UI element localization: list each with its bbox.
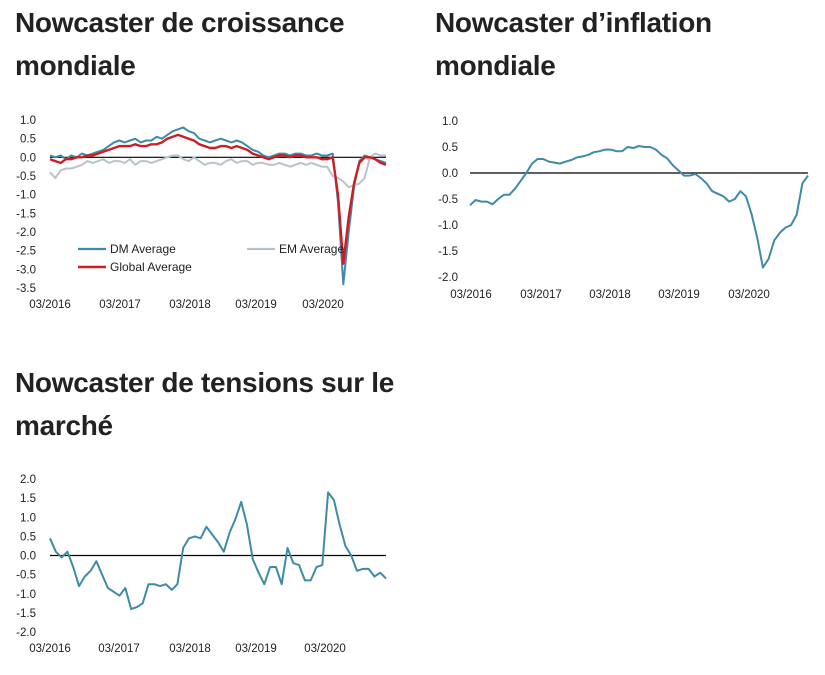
growth-legend-label: EM Average — [279, 242, 344, 256]
inflation-x-tick-label: 03/2017 — [520, 289, 562, 301]
inflation-y-tick-label: -0.5 — [438, 194, 458, 206]
growth-x-tick-label: 03/2018 — [169, 299, 211, 311]
growth-y-tick-label: -2.0 — [16, 227, 36, 239]
inflation-panel: Nowcaster d’inflation mondiale — [435, 1, 765, 87]
growth-x-tick-label: 03/2016 — [29, 299, 71, 311]
stress-x-tick-label: 03/2016 — [29, 643, 71, 655]
growth-series-line-dm-average — [49, 126, 387, 286]
stress-x-tick-label: 03/2018 — [169, 643, 211, 655]
stress-x-tick-label: 03/2017 — [98, 643, 140, 655]
inflation-x-tick-label: 03/2016 — [450, 289, 492, 301]
stress-y-tick-label: 1.5 — [20, 493, 36, 505]
inflation-y-tick-label: 1.0 — [442, 116, 458, 128]
inflation-y-tick-label: -1.5 — [438, 246, 458, 258]
growth-x-tick-label: 03/2019 — [235, 299, 277, 311]
stress-y-tick-label: 0.0 — [20, 551, 36, 563]
inflation-y-tick-label: 0.0 — [442, 168, 458, 180]
growth-y-tick-label: -3.0 — [16, 264, 36, 276]
inflation-y-tick-label: -2.0 — [438, 272, 458, 284]
growth-y-tick-label: -0.5 — [16, 171, 36, 183]
growth-y-tick-label: -1.5 — [16, 208, 36, 220]
growth-series-line-em-average — [49, 152, 386, 189]
growth-x-tick-label: 03/2017 — [99, 299, 141, 311]
stress-y-tick-label: 2.0 — [20, 474, 36, 486]
growth-series-line-global-average — [49, 133, 387, 265]
stress-x-tick-label: 03/2020 — [304, 643, 346, 655]
stress-title: Nowcaster de tensions sur le marché — [15, 367, 395, 441]
stress-y-tick-label: 0.5 — [20, 531, 36, 543]
inflation-x-tick-label: 03/2018 — [589, 289, 631, 301]
growth-y-tick-label: 1.0 — [20, 115, 36, 127]
growth-y-tick-label: -1.0 — [16, 190, 36, 202]
inflation-title: Nowcaster d’inflation mondiale — [435, 7, 712, 81]
inflation-x-tick-label: 03/2020 — [728, 289, 770, 301]
stress-panel: Nowcaster de tensions sur le marché — [15, 361, 415, 447]
stress-y-tick-label: -1.5 — [16, 608, 36, 620]
stress-y-tick-label: -1.0 — [16, 589, 36, 601]
inflation-series-line-main — [469, 145, 809, 269]
stress-x-tick-label: 03/2019 — [235, 643, 277, 655]
growth-title: Nowcaster de croissance mondiale — [15, 7, 345, 81]
growth-y-tick-label: 0.0 — [20, 152, 36, 164]
inflation-x-tick-label: 03/2019 — [658, 289, 700, 301]
growth-legend-label: Global Average — [110, 260, 192, 274]
growth-panel: Nowcaster de croissance mondiale — [15, 1, 415, 87]
stress-y-tick-label: -2.0 — [16, 627, 36, 639]
growth-legend-label: DM Average — [110, 242, 176, 256]
stress-y-tick-label: 1.0 — [20, 512, 36, 524]
growth-y-tick-label: 0.5 — [20, 134, 36, 146]
stress-y-tick-label: -0.5 — [16, 570, 36, 582]
growth-y-tick-label: -3.5 — [16, 283, 36, 295]
growth-y-tick-label: -2.5 — [16, 246, 36, 258]
growth-x-tick-label: 03/2020 — [302, 299, 344, 311]
stress-series-line-main — [49, 491, 387, 610]
inflation-y-tick-label: 0.5 — [442, 142, 458, 154]
inflation-y-tick-label: -1.0 — [438, 220, 458, 232]
